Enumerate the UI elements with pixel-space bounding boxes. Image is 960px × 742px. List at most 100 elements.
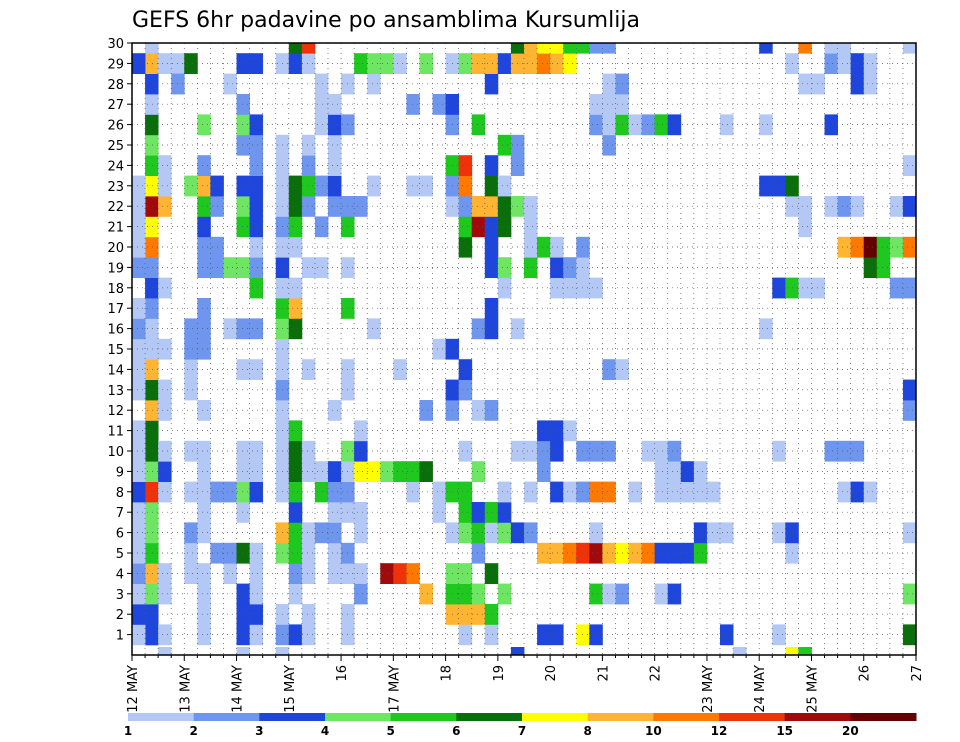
heatmap-cell <box>563 542 577 564</box>
heatmap-cell <box>132 379 146 401</box>
y-axis: 1234567891011121314151617181920212223242… <box>107 37 132 644</box>
heatmap-cell <box>537 624 551 646</box>
heatmap-cell <box>550 257 564 278</box>
heatmap-cell <box>197 563 211 584</box>
heatmap-cell <box>889 277 904 299</box>
y-tick-label: 14 <box>107 363 124 378</box>
heatmap-cell <box>550 420 564 442</box>
heatmap-cell <box>497 583 512 605</box>
heatmap-cell <box>458 175 473 197</box>
heatmap-cell <box>197 216 211 238</box>
heatmap-cell <box>184 440 198 462</box>
heatmap-cell <box>458 359 473 380</box>
legend-label: 12 <box>711 724 728 738</box>
heatmap-cell <box>602 43 616 54</box>
heatmap-cell <box>550 624 564 646</box>
heatmap-cell <box>145 175 159 197</box>
heatmap-cell <box>393 53 407 74</box>
legend-label: 10 <box>645 724 662 738</box>
heatmap-cell <box>184 542 198 564</box>
legend-swatch <box>719 713 786 721</box>
heatmap-cell <box>197 481 211 503</box>
heatmap-cell <box>145 420 159 442</box>
heatmap-cell <box>301 53 316 74</box>
legend-label: 7 <box>518 724 526 738</box>
y-tick-label: 23 <box>107 180 124 195</box>
heatmap-cell <box>158 175 172 197</box>
heatmap-cell <box>145 338 159 360</box>
heatmap-cell <box>132 53 146 74</box>
heatmap-cell <box>484 563 499 584</box>
heatmap-cell <box>288 277 303 299</box>
heatmap-cell <box>863 257 878 278</box>
heatmap-cell <box>484 298 499 319</box>
heatmap-cell <box>706 481 721 503</box>
heatmap-cell <box>524 236 538 258</box>
heatmap-cell <box>288 502 303 523</box>
heatmap-cell <box>458 53 473 74</box>
chart-title: GEFS 6hr padavine po ansamblima Kursumli… <box>132 8 640 33</box>
heatmap-cell <box>484 522 499 544</box>
heatmap-cell <box>145 502 159 523</box>
heatmap-cell <box>537 542 551 564</box>
heatmap-cell <box>902 43 917 54</box>
heatmap-cell <box>458 522 473 544</box>
heatmap-cell <box>354 461 368 482</box>
heatmap-cell <box>301 542 316 564</box>
legend-swatch <box>587 713 654 721</box>
heatmap-cell <box>249 563 264 584</box>
heatmap-cell <box>145 277 159 299</box>
y-tick-label: 5 <box>116 547 124 562</box>
heatmap-cell <box>759 114 773 136</box>
heatmap-cell <box>132 542 146 564</box>
y-tick-label: 30 <box>107 37 124 52</box>
heatmap-cell <box>288 298 303 319</box>
heatmap-cell <box>667 114 682 136</box>
y-tick-label: 28 <box>107 78 124 93</box>
heatmap-cell <box>145 624 159 646</box>
heatmap-cell <box>197 400 211 421</box>
heatmap-cell <box>876 236 891 258</box>
y-tick-label: 15 <box>107 343 124 358</box>
heatmap-cell <box>641 440 656 462</box>
heatmap-cell <box>576 624 590 646</box>
heatmap-cell <box>158 277 172 299</box>
heatmap-cell <box>902 379 917 401</box>
heatmap-cell <box>641 114 656 136</box>
heatmap-cell <box>693 461 708 482</box>
heatmap-cell <box>301 604 316 625</box>
heatmap-cell <box>145 542 159 564</box>
heatmap-cell <box>471 196 486 217</box>
y-tick-label: 22 <box>107 200 124 215</box>
heatmap-cell <box>184 522 198 544</box>
heatmap-cell <box>249 481 264 503</box>
heatmap-cell <box>132 359 146 380</box>
heatmap-cell <box>432 338 446 360</box>
heatmap-cell <box>524 216 538 238</box>
heatmap-cell <box>145 236 159 258</box>
heatmap-cell <box>563 420 577 442</box>
heatmap-cell <box>524 522 538 544</box>
heatmap-cell <box>863 53 878 74</box>
heatmap-cell <box>824 53 838 74</box>
heatmap-cell <box>236 318 250 340</box>
heatmap-cell <box>667 440 682 462</box>
heatmap-cell <box>249 175 264 197</box>
heatmap-cell <box>145 216 159 238</box>
heatmap-cell <box>197 502 211 523</box>
legend-swatch <box>128 713 195 721</box>
heatmap-cell <box>419 400 433 421</box>
heatmap-cell <box>288 583 303 605</box>
heatmap-cell <box>249 257 264 278</box>
heatmap-cell <box>132 502 146 523</box>
heatmap-cell <box>837 440 852 462</box>
x-tick-label: 21 <box>596 665 611 682</box>
heatmap-cell <box>902 155 917 176</box>
heatmap-cell <box>197 461 211 482</box>
y-tick-label: 2 <box>116 608 124 623</box>
y-tick-label: 7 <box>116 506 124 521</box>
heatmap-cell <box>223 481 237 503</box>
heatmap-cell <box>301 134 316 156</box>
heatmap-cell <box>484 196 499 217</box>
